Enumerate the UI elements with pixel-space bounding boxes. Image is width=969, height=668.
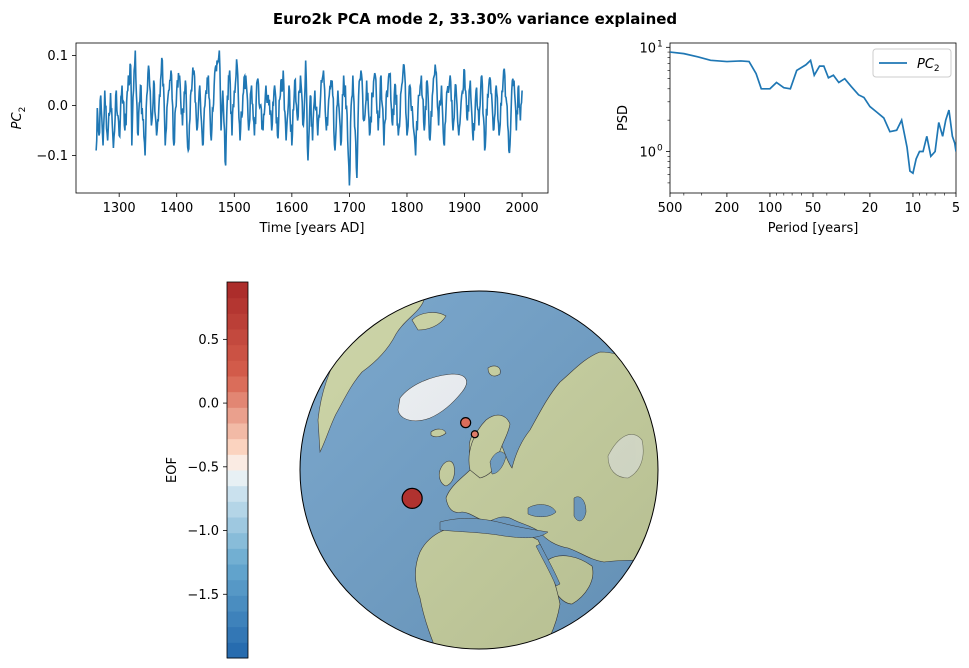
colorbar-block	[227, 470, 248, 487]
pc-x-tick-label: 1700	[333, 201, 366, 216]
psd-x-axis-label: Period [years]	[768, 221, 859, 236]
colorbar-block	[227, 485, 248, 502]
colorbar-block	[227, 313, 248, 330]
psd-y-tick-exponent: 1	[657, 39, 663, 49]
pc-y-axis-label-sub: 2	[18, 107, 28, 113]
colorbar-tick-label: −1.0	[187, 524, 219, 539]
eof-colorbar-label: EOF	[165, 457, 180, 483]
psd-legend-box	[872, 48, 952, 78]
pc-x-tick-label: 1500	[218, 201, 251, 216]
colorbar-block	[227, 407, 248, 424]
figure-title: Euro2k PCA mode 2, 33.30% variance expla…	[273, 10, 677, 28]
psd-y-tick-exponent: 0	[657, 144, 663, 154]
psd-panel: 500 200 100 50 20 10 510 010 1 Period [years] PS…	[616, 39, 960, 236]
psd-x-tick-label: 20	[862, 201, 879, 216]
psd-y-tick-label: 10	[639, 41, 656, 56]
globe-outline	[299, 290, 659, 650]
colorbar-tick-label: −1.5	[187, 588, 219, 603]
pc-x-axis-label: Time [years AD]	[259, 221, 365, 236]
pc-x-tick-label: 2000	[506, 201, 539, 216]
pc-y-axis-label: PC2	[10, 107, 28, 130]
colorbar-block	[227, 376, 248, 393]
pc-timeseries-panel: 1300 1400 1500 1600 1700 1800 1900 2000 0.1 0.0 −0…	[10, 42, 549, 236]
colorbar-block	[227, 329, 248, 346]
colorbar-block	[227, 501, 248, 518]
colorbar-block	[227, 282, 248, 299]
colorbar-block	[227, 391, 248, 408]
pc-x-tick-label: 1600	[275, 201, 308, 216]
pc-x-tick-label: 1800	[390, 201, 423, 216]
psd-legend-label-main: PC	[917, 57, 935, 72]
pc-timeseries-line	[95, 50, 523, 186]
colorbar-tick-label: 0.5	[198, 333, 219, 348]
psd-x-tick-label: 500	[658, 201, 683, 216]
colorbar-block	[227, 438, 248, 455]
eof-map	[299, 290, 659, 650]
pc-y-tick-label: 0.1	[47, 49, 68, 64]
colorbar-block	[227, 297, 248, 314]
psd-y-axis-label: PSD	[616, 105, 631, 131]
psd-spectrum-line	[670, 51, 956, 175]
pc-y-axis-label-main: PC	[10, 111, 25, 129]
colorbar-block	[227, 344, 248, 361]
colorbar-block	[227, 360, 248, 377]
colorbar-block	[227, 579, 248, 596]
psd-legend-label-sub: 2	[934, 64, 940, 74]
pc-x-tick-label: 1300	[103, 201, 136, 216]
eof-colorbar-frame	[226, 281, 249, 659]
eof-colorbar: 0.5 0.0 −0.5 −1.0 −1.5 EOF	[165, 281, 249, 659]
psd-x-tick-label: 10	[905, 201, 922, 216]
colorbar-tick-label: −0.5	[187, 460, 219, 475]
pc-axis-ticks: 1300 1400 1500 1600 1700 1800 1900 2000 0.1 0.0 −0…	[36, 49, 538, 216]
colorbar-block	[227, 548, 248, 565]
eof-colorbar-ticks: 0.5 0.0 −0.5 −1.0 −1.5	[187, 333, 227, 603]
psd-x-tick-label: 50	[805, 201, 822, 216]
colorbar-block	[227, 423, 248, 440]
colorbar-block	[227, 642, 248, 659]
pc-y-tick-label: −0.1	[36, 149, 68, 164]
colorbar-block	[227, 564, 248, 581]
colorbar-block	[227, 454, 248, 471]
psd-legend-label: PC2	[917, 57, 940, 74]
eof-site-marker	[401, 487, 423, 510]
colorbar-block	[227, 595, 248, 612]
colorbar-block	[227, 611, 248, 628]
colorbar-block	[227, 517, 248, 534]
psd-x-tick-label: 100	[758, 201, 783, 216]
eof-sites	[401, 417, 479, 510]
pc-y-tick-label: 0.0	[47, 99, 68, 114]
eof-colorbar-blocks	[227, 282, 248, 659]
psd-x-tick-label: 5	[952, 201, 960, 216]
psd-axis-ticks: 500 200 100 50 20 10 510 010 1	[639, 39, 960, 216]
psd-legend: PC2	[872, 48, 952, 78]
colorbar-tick-label: 0.0	[198, 397, 219, 412]
pc-x-tick-label: 1900	[448, 201, 481, 216]
psd-x-tick-label: 200	[714, 201, 739, 216]
eof-site-marker	[460, 417, 472, 429]
pc-x-tick-label: 1400	[160, 201, 193, 216]
globe-shading	[300, 291, 658, 649]
colorbar-block	[227, 626, 248, 643]
colorbar-block	[227, 532, 248, 549]
eof-site-marker	[470, 430, 479, 439]
psd-y-tick-label: 10	[639, 146, 656, 161]
